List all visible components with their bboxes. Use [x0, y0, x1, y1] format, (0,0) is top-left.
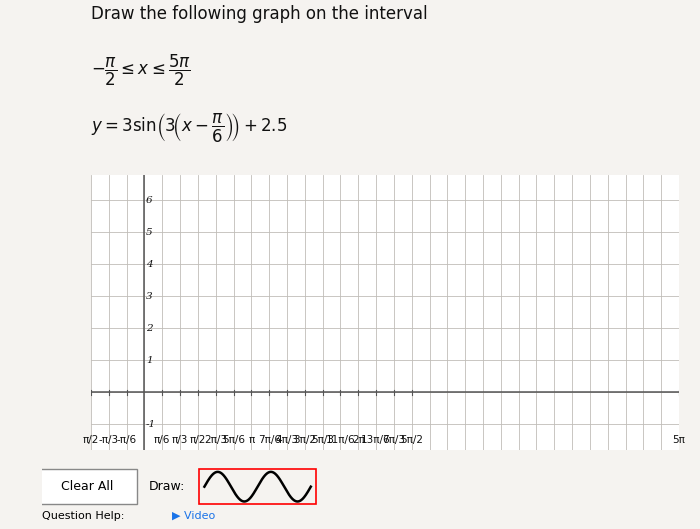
Text: π: π: [248, 435, 255, 445]
Text: 7π/3: 7π/3: [382, 435, 405, 445]
Text: 5π/3: 5π/3: [311, 435, 334, 445]
Text: -π/3: -π/3: [99, 435, 119, 445]
Text: 4π/3: 4π/3: [276, 435, 298, 445]
Text: π/3: π/3: [172, 435, 188, 445]
Text: $y = 3\sin\!\left(3\!\left(x - \dfrac{\pi}{6}\right)\!\right) + 2.5$: $y = 3\sin\!\left(3\!\left(x - \dfrac{\p…: [91, 111, 287, 144]
Text: 5π/2: 5π/2: [400, 435, 424, 445]
Text: 7π/6: 7π/6: [258, 435, 281, 445]
Text: 13π/6: 13π/6: [361, 435, 391, 445]
Text: 2: 2: [146, 324, 153, 333]
Text: 2π/3: 2π/3: [204, 435, 228, 445]
Text: -π/6: -π/6: [117, 435, 136, 445]
Text: π/6: π/6: [154, 435, 171, 445]
Text: 4: 4: [146, 260, 153, 269]
Text: 5π/6: 5π/6: [222, 435, 245, 445]
Text: 5: 5: [146, 227, 153, 236]
Text: 5π: 5π: [673, 435, 685, 445]
Text: π/2: π/2: [83, 435, 99, 445]
Text: Draw the following graph on the interval: Draw the following graph on the interval: [91, 5, 428, 23]
Text: 6: 6: [146, 196, 153, 205]
Text: $-\dfrac{\pi}{2} \leq x \leq \dfrac{5\pi}{2}$: $-\dfrac{\pi}{2} \leq x \leq \dfrac{5\pi…: [91, 53, 191, 88]
Text: Draw:: Draw:: [148, 480, 185, 493]
Text: 1: 1: [146, 355, 153, 364]
Text: 2π: 2π: [352, 435, 365, 445]
Text: 3: 3: [146, 291, 153, 300]
Text: ▶ Video: ▶ Video: [172, 511, 215, 521]
Text: π/2: π/2: [190, 435, 206, 445]
FancyBboxPatch shape: [36, 469, 137, 505]
Text: -1: -1: [146, 419, 156, 428]
Text: Question Help:: Question Help:: [42, 511, 132, 521]
Text: 11π/6: 11π/6: [326, 435, 356, 445]
Text: 3π/2: 3π/2: [293, 435, 316, 445]
Text: Clear All: Clear All: [61, 480, 113, 493]
